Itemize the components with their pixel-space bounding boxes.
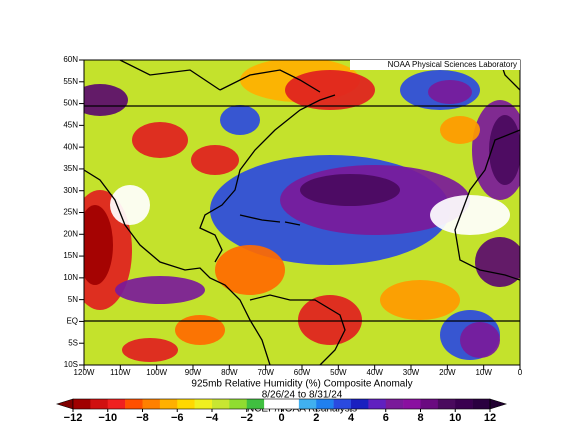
colorbar-cell xyxy=(298,399,317,409)
colorbar-end xyxy=(489,398,508,410)
lon-label: 70W xyxy=(257,368,274,377)
colorbar-label: 12 xyxy=(484,412,496,424)
lon-label: 110W xyxy=(110,368,131,377)
lon-label: 30W xyxy=(403,368,420,377)
lon-label: 50W xyxy=(330,368,347,377)
lon-label: 20W xyxy=(439,368,456,377)
anomaly-patch xyxy=(380,280,460,320)
lat-label: 45N xyxy=(63,120,78,129)
anomaly-patch xyxy=(122,338,178,362)
lon-label: 60W xyxy=(294,368,311,377)
colorbar-cell xyxy=(455,399,473,409)
colorbar-label: −4 xyxy=(206,412,219,424)
colorbar-cell xyxy=(125,399,143,409)
anomaly-patch xyxy=(285,70,375,110)
lat-label: 10S xyxy=(64,360,78,369)
lat-label: 55N xyxy=(63,77,78,86)
anomaly-field xyxy=(84,60,520,365)
lab-label: NOAA Physical Sciences Laboratory xyxy=(388,60,517,69)
anomaly-patch xyxy=(428,80,472,104)
anomaly-patch xyxy=(440,116,480,144)
colorbar-cell xyxy=(281,399,300,409)
colorbar-cell xyxy=(368,399,387,409)
colorbar-cell xyxy=(142,399,161,409)
lat-label: 5S xyxy=(68,338,78,347)
colorbar-cell xyxy=(472,399,491,409)
reference-lines xyxy=(84,105,520,322)
anomaly-patch xyxy=(84,84,128,116)
lat-label: 25N xyxy=(63,208,78,217)
colorbar-cell xyxy=(437,399,456,409)
colorbar-cell xyxy=(264,399,282,409)
colorbar-cell xyxy=(333,399,352,409)
anomaly-patch xyxy=(115,276,205,304)
colorbar-cell xyxy=(351,399,369,409)
anomaly-patch xyxy=(84,205,113,285)
lat-label: 40N xyxy=(63,142,78,151)
lon-label: 40W xyxy=(366,368,383,377)
colorbar-label: −2 xyxy=(240,412,253,424)
lat-label: 10N xyxy=(63,273,78,282)
colorbar-cell xyxy=(90,399,109,409)
colorbar-label: 4 xyxy=(348,412,355,424)
anomaly-patch xyxy=(298,295,362,345)
lab-box xyxy=(350,60,520,70)
colorbar-label: 2 xyxy=(313,412,319,424)
lon-label: 10W xyxy=(475,368,492,377)
colorbar-cell xyxy=(212,399,230,409)
colorbar-label: −12 xyxy=(64,412,83,424)
anomaly-patch xyxy=(215,245,285,295)
title: 925mb Relative Humidity (%) Composite An… xyxy=(191,379,412,390)
colorbar-cell xyxy=(159,399,178,409)
colorbar-cell xyxy=(177,399,195,409)
colorbar-cell xyxy=(229,399,248,409)
colorbar-label: 0 xyxy=(278,412,284,424)
colorbar-label: 6 xyxy=(383,412,389,424)
colorbar: −12 −10 −8 −6 −4 −2 0 2 4 6 8 10 12 xyxy=(55,398,508,424)
lon-label: 0 xyxy=(518,368,523,377)
colorbar-cell xyxy=(73,399,91,409)
colorbar-cell xyxy=(107,399,126,409)
lat-label: 20N xyxy=(63,229,78,238)
colorbar-cell xyxy=(194,399,213,409)
colorbar-label: 8 xyxy=(417,412,423,424)
lon-label: 120W xyxy=(74,368,95,377)
colorbar-end xyxy=(55,398,74,410)
lat-label: 50N xyxy=(63,99,78,108)
anomaly-patch xyxy=(300,174,400,206)
lon-label: 100W xyxy=(146,368,167,377)
anomaly-patch xyxy=(132,122,188,158)
anomaly-patch xyxy=(110,185,150,225)
lat-label: 5N xyxy=(68,295,78,304)
anomaly-patch xyxy=(489,115,520,185)
anomaly-patch xyxy=(220,105,260,135)
colorbar-label: −8 xyxy=(136,412,149,424)
lat-label: 35N xyxy=(63,164,78,173)
colorbar-cell xyxy=(385,399,404,409)
lat-label: 60N xyxy=(63,55,78,64)
colorbar-cell xyxy=(246,399,265,409)
anomaly-patch xyxy=(430,195,510,235)
lon-label: 90W xyxy=(185,368,202,377)
anomaly-patch xyxy=(191,145,239,175)
lat-label: EQ xyxy=(66,317,78,326)
anomaly-patch xyxy=(175,315,225,345)
colorbar-cell xyxy=(403,399,421,409)
colorbar-label: 10 xyxy=(449,412,461,424)
anomaly-patch xyxy=(475,237,520,287)
anomaly-patch xyxy=(460,322,500,358)
colorbar-cell xyxy=(420,399,439,409)
colorbar-label: −6 xyxy=(171,412,184,424)
lat-label: 30N xyxy=(63,186,78,195)
colorbar-cell xyxy=(316,399,334,409)
colorbar-label: −10 xyxy=(98,412,117,424)
lon-label: 80W xyxy=(221,368,238,377)
dates: 8/26/24 to 8/31/24 xyxy=(262,390,343,401)
lat-label: 15N xyxy=(63,251,78,260)
